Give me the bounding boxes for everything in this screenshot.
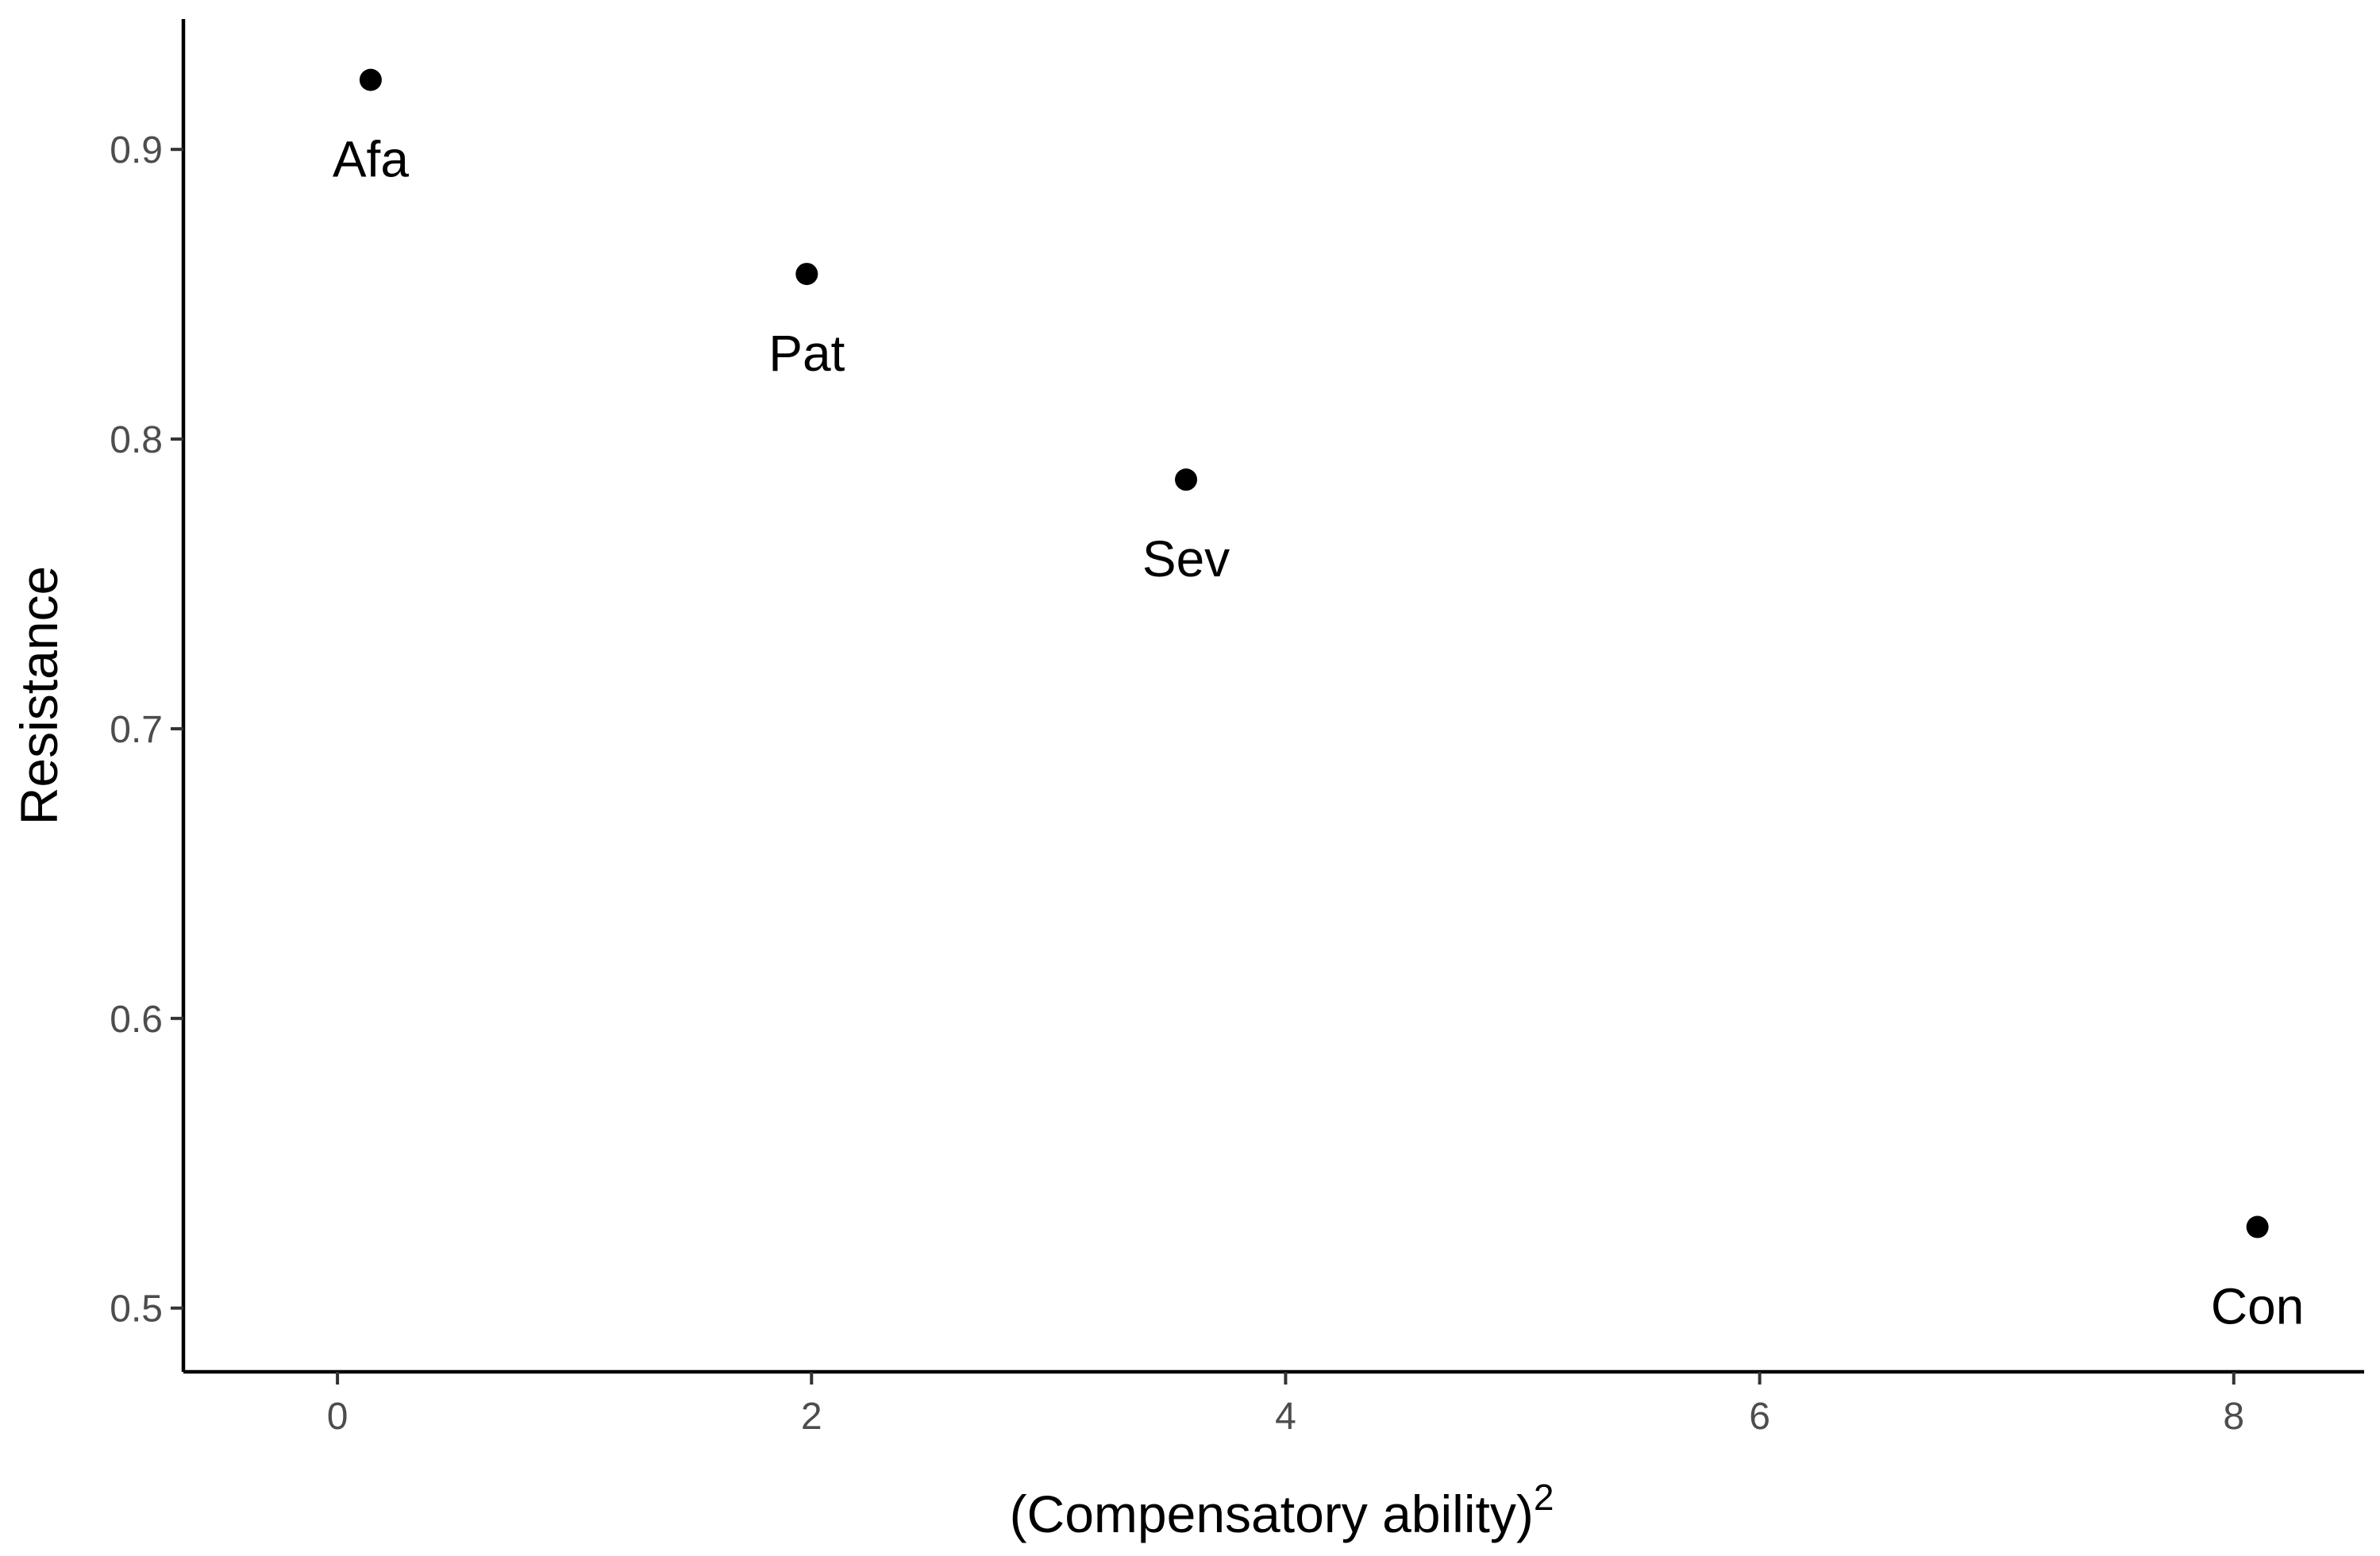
y-tick-label: 0.8 — [110, 419, 163, 461]
data-points: Afa Pat Sev Con — [333, 68, 2304, 1335]
data-point-label: Afa — [333, 131, 409, 188]
x-tick-label: 8 — [2223, 1396, 2244, 1438]
data-point-label: Pat — [768, 325, 845, 382]
x-tick-label: 0 — [327, 1396, 349, 1438]
y-tick-label: 0.9 — [110, 129, 163, 171]
x-tick-label: 2 — [801, 1396, 822, 1438]
x-tick-label: 6 — [1749, 1396, 1770, 1438]
data-point-label: Sev — [1142, 530, 1230, 587]
y-tick-label: 0.7 — [110, 709, 163, 751]
data-point — [2246, 1215, 2269, 1238]
y-axis-title: Resistance — [10, 566, 68, 826]
x-axis-title-text: (Compensatory ability) — [1010, 1485, 1534, 1543]
x-axis-title: (Compensatory ability)2 — [1010, 1477, 1554, 1543]
y-axis-ticks: 0.5 0.6 0.7 0.8 0.9 — [110, 129, 183, 1331]
x-tick-label: 4 — [1275, 1396, 1296, 1438]
data-point — [1175, 468, 1198, 491]
data-point-label: Con — [2211, 1278, 2304, 1335]
y-tick-label: 0.6 — [110, 999, 163, 1041]
y-tick-label: 0.5 — [110, 1288, 163, 1331]
data-point — [359, 68, 382, 91]
axes — [181, 19, 2364, 1374]
data-point — [795, 263, 818, 286]
x-axis-ticks: 0 2 4 6 8 — [327, 1372, 2244, 1438]
x-axis-title-superscript: 2 — [1534, 1477, 1554, 1518]
